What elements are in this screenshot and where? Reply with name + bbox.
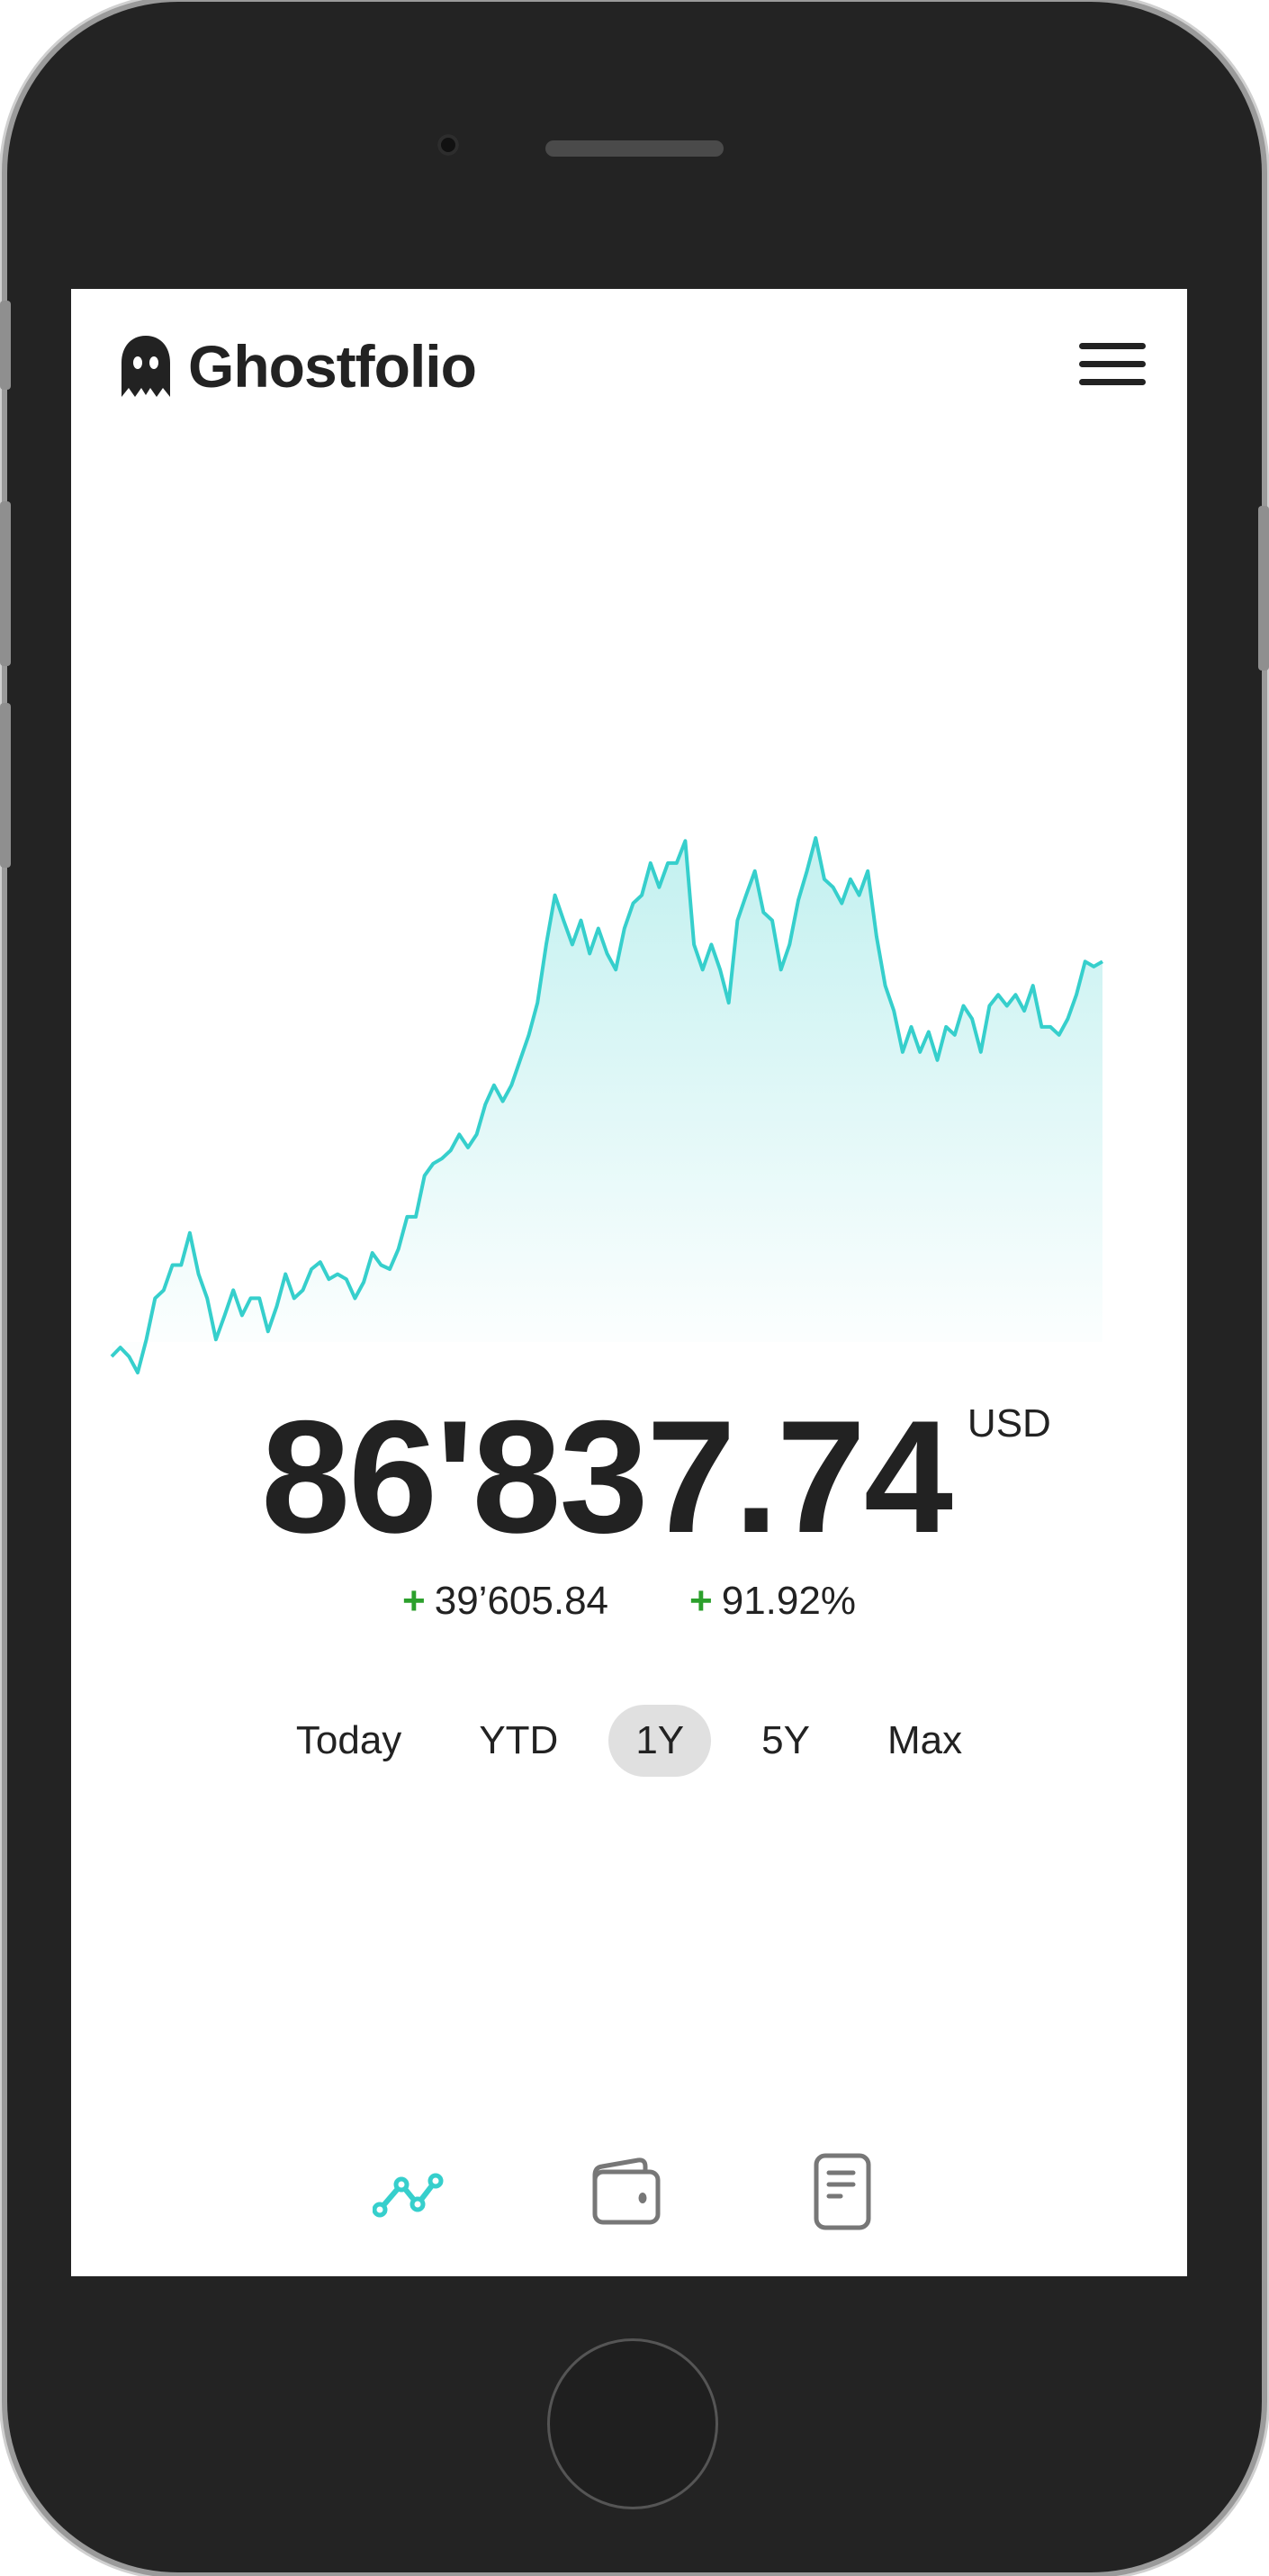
app-screen: Ghostfolio 86'837.74 USD +39’605.84 +91.… (71, 289, 1187, 2276)
percent-change-value: 91.92% (721, 1579, 856, 1623)
line-chart-icon (373, 2173, 444, 2218)
date-range-selector: Today YTD 1Y 5Y Max (71, 1705, 1187, 1777)
nav-portfolio-button[interactable] (583, 2147, 673, 2237)
range-ytd[interactable]: YTD (479, 1718, 559, 1762)
home-button[interactable] (547, 2338, 718, 2509)
nav-activities-button[interactable] (798, 2147, 888, 2237)
performance-changes: +39’605.84 +91.92% (71, 1578, 1187, 1625)
chart-line (110, 836, 1103, 1374)
document-icon (814, 2153, 871, 2230)
ghost-icon (122, 336, 170, 397)
front-camera (437, 134, 459, 156)
range-1y[interactable]: 1Y (608, 1705, 712, 1777)
range-today[interactable]: Today (295, 1718, 402, 1762)
percent-change: +91.92% (689, 1578, 856, 1625)
bottom-navigation (71, 2147, 1187, 2237)
chart-area-fill (112, 838, 1102, 1373)
wallet-icon (592, 2157, 661, 2225)
absolute-change: +39’605.84 (402, 1578, 608, 1625)
range-5y[interactable]: 5Y (761, 1718, 810, 1762)
total-value: 86'837.74 (261, 1387, 953, 1566)
performance-chart (110, 836, 1103, 1374)
hamburger-menu-button[interactable] (1079, 343, 1146, 385)
plus-sign: + (402, 1579, 426, 1623)
absolute-change-value: 39’605.84 (434, 1579, 609, 1623)
portfolio-value: 86'837.74 USD (71, 1394, 1187, 1560)
logo[interactable]: Ghostfolio (120, 332, 477, 401)
hamburger-icon (1079, 343, 1146, 349)
volume-down-button (0, 703, 11, 868)
app-title: Ghostfolio (188, 333, 477, 400)
speaker-grille (545, 140, 724, 157)
range-max[interactable]: Max (886, 1718, 963, 1762)
volume-up-button (0, 501, 11, 666)
plus-sign: + (689, 1579, 713, 1623)
nav-home-button[interactable] (368, 2147, 458, 2237)
currency-label: USD (967, 1401, 1051, 1446)
mute-switch (0, 301, 11, 390)
power-button (1258, 506, 1269, 671)
